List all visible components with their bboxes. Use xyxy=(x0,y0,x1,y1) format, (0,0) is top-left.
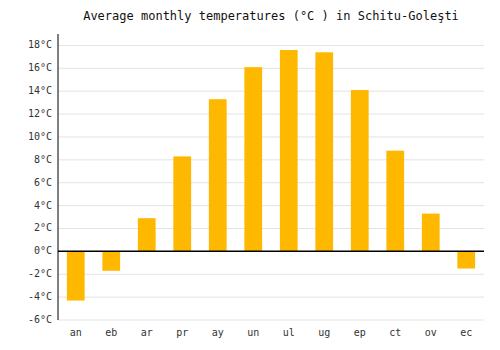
y-tick-label: 14°C xyxy=(28,85,52,96)
x-tick-label: ct xyxy=(389,327,401,338)
grid-line xyxy=(58,68,484,69)
x-tick-label: ug xyxy=(318,327,330,338)
x-tick-label: ar xyxy=(141,327,153,338)
y-tick-label: 0°C xyxy=(34,245,52,256)
grid-line xyxy=(58,320,484,321)
y-tick-label: -4°C xyxy=(28,291,52,302)
grid-line xyxy=(58,297,484,298)
y-tick-label: 2°C xyxy=(34,222,52,233)
y-tick-label: -6°C xyxy=(28,314,52,325)
y-tick-label: 18°C xyxy=(28,39,52,50)
bar xyxy=(209,99,227,251)
chart-title: Average monthly temperatures (°C ) in Sc… xyxy=(83,9,459,23)
x-tick-label: un xyxy=(247,327,259,338)
y-tick-label: 6°C xyxy=(34,177,52,188)
x-tick-label: ov xyxy=(425,327,437,338)
x-tick-label: ul xyxy=(283,327,295,338)
y-tick-labels: -6°C -4°C -2°C 0°C 2°C 4°C 6°C 8°C 10°C 12°C 14°C 1… xyxy=(28,39,52,325)
grid-line xyxy=(58,136,484,137)
grid-line xyxy=(58,251,484,252)
grid-line xyxy=(58,182,484,183)
y-tick-label: 10°C xyxy=(28,131,52,142)
grid-line xyxy=(58,45,484,46)
bar xyxy=(351,90,369,251)
y-axis-line xyxy=(58,34,59,320)
grid-line xyxy=(58,228,484,229)
bar xyxy=(173,156,191,251)
y-tick-label: 4°C xyxy=(34,200,52,211)
x-tick-label: eb xyxy=(105,327,117,338)
chart-svg: -6°C -4°C -2°C 0°C 2°C 4°C 6°C 8°C 10°C 12°C 14°C 1… xyxy=(0,0,500,350)
bar xyxy=(280,50,298,251)
zero-line xyxy=(58,251,484,253)
bar xyxy=(422,214,440,252)
bar xyxy=(102,251,120,270)
x-tick-label: ep xyxy=(354,327,366,338)
chart-container: -6°C -4°C -2°C 0°C 2°C 4°C 6°C 8°C 10°C 12°C 14°C 1… xyxy=(0,0,500,350)
x-tick-label: pr xyxy=(176,327,188,338)
x-tick-label: ay xyxy=(212,327,224,338)
grid-line xyxy=(58,114,484,115)
y-tick-label: 16°C xyxy=(28,62,52,73)
y-tick-label: 8°C xyxy=(34,154,52,165)
grid-line xyxy=(58,159,484,160)
x-tick-label: an xyxy=(70,327,82,338)
bar xyxy=(386,151,404,252)
grid-line xyxy=(58,205,484,206)
x-tick-label: ec xyxy=(460,327,472,338)
y-tick-label: -2°C xyxy=(28,268,52,279)
x-tick-labels: an eb ar pr ay un ul ug ep ct ov ec xyxy=(70,327,473,338)
y-tick-label: 12°C xyxy=(28,108,52,119)
bar xyxy=(457,251,475,268)
bars xyxy=(67,50,475,301)
bar xyxy=(244,67,262,251)
bar xyxy=(315,52,333,251)
grid-line xyxy=(58,91,484,92)
bar xyxy=(138,218,156,251)
grid xyxy=(58,45,484,320)
grid-line xyxy=(58,274,484,275)
bar xyxy=(67,251,85,300)
